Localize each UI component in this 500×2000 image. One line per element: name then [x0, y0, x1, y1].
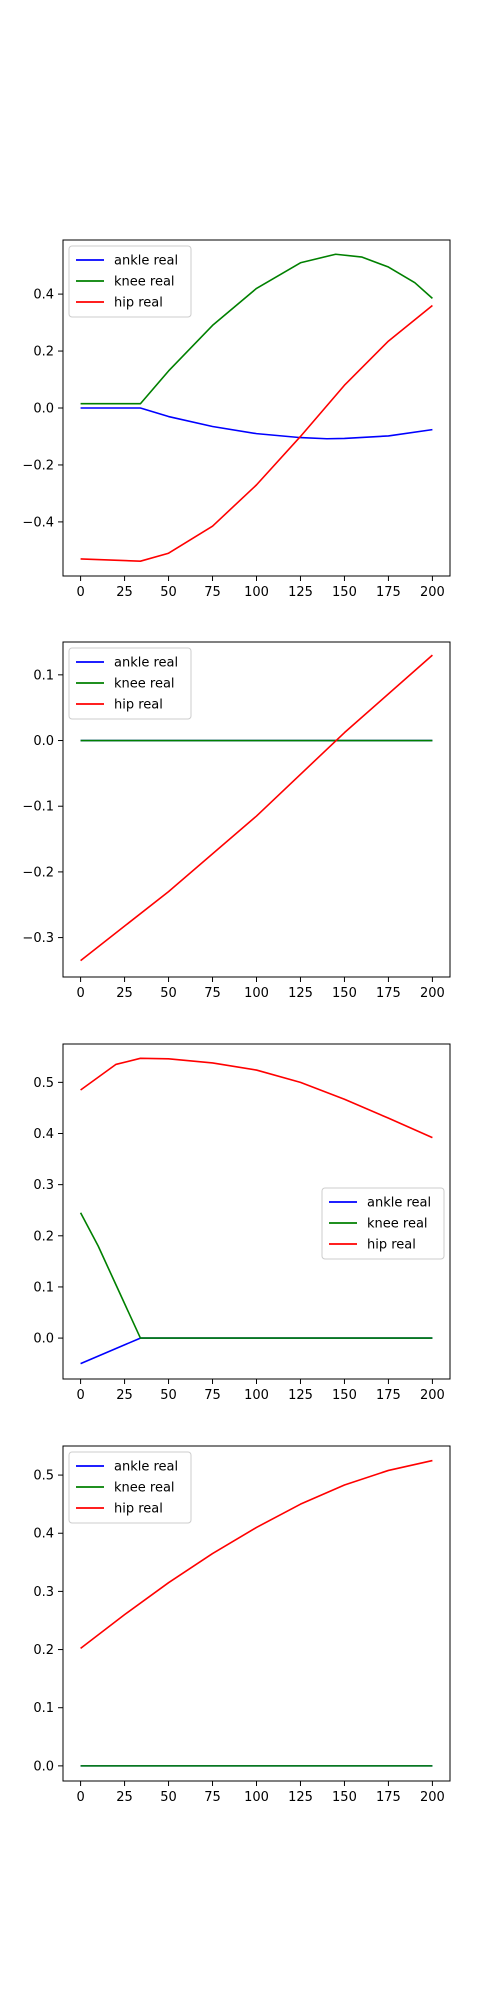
x-tick-label: 50	[160, 986, 177, 1001]
y-tick-label: 0.0	[33, 1759, 54, 1774]
series-group	[80, 1459, 433, 1767]
x-tick-label: 75	[204, 1790, 221, 1805]
x-tick-label: 25	[116, 585, 133, 600]
x-tick-label: 125	[288, 585, 313, 600]
legend-label: ankle real	[114, 1460, 178, 1475]
y-tick-label: −0.4	[22, 515, 54, 530]
legend-box	[68, 1451, 192, 1524]
x-tick-label: 0	[76, 986, 84, 1001]
legend-label: ankle real	[114, 656, 178, 671]
y-tick-label: 0.5	[33, 1469, 54, 1484]
x-tick-label: 150	[332, 1388, 357, 1403]
series-group	[80, 253, 433, 562]
y-tick-label: −0.1	[22, 800, 54, 815]
chart-3: 0 25 50 75 100 125 150 175 200 0.0 0.1 0.2 0.3 0.4 0.5…	[33, 1043, 451, 1403]
y-tick-label: 0.0	[33, 402, 54, 417]
chart-1: 0 25 50 75 100 125 150 175 200 −0.4 −0.2 0.0 0.2 0.4 a…	[22, 239, 451, 600]
legend: ankle real knee real hip real	[68, 245, 192, 318]
y-tick-label: −0.3	[22, 931, 54, 946]
y-tick-label: 0.0	[33, 1332, 54, 1347]
series-group	[80, 654, 433, 962]
y-tick-label: 0.2	[33, 1229, 54, 1244]
y-tick-label: 0.4	[33, 1527, 54, 1542]
legend-label: knee real	[367, 1217, 428, 1232]
legend-label: knee real	[114, 1481, 175, 1496]
x-tick-label: 125	[288, 1790, 313, 1805]
y-tick-label: 0.1	[33, 1701, 54, 1716]
legend-label: ankle real	[114, 254, 178, 269]
x-tick-label: 125	[288, 1388, 313, 1403]
legend-label: knee real	[114, 275, 175, 290]
y-tick-label: −0.2	[22, 865, 54, 880]
x-tick-label: 0	[76, 1790, 84, 1805]
x-tick-label: 150	[332, 1790, 357, 1805]
x-tick-label: 100	[244, 585, 269, 600]
legend-box	[68, 647, 192, 720]
x-tick-label: 75	[204, 585, 221, 600]
x-tick-label: 100	[244, 1388, 269, 1403]
x-tick-label: 175	[376, 1790, 401, 1805]
chart-2: 0 25 50 75 100 125 150 175 200 −0.3 −0.2 −0.1 0.0 0.1…	[22, 641, 451, 1001]
x-tick-label: 200	[420, 1790, 445, 1805]
series-line-hip-real	[80, 1057, 433, 1139]
x-tick-label: 150	[332, 986, 357, 1001]
x-tick-label: 50	[160, 1790, 177, 1805]
x-tick-label: 175	[376, 986, 401, 1001]
x-tick-label: 175	[376, 585, 401, 600]
series-line-knee-real	[80, 253, 433, 405]
legend: ankle real knee real hip real	[68, 647, 192, 720]
legend-label: hip real	[114, 698, 163, 713]
x-tick-label: 200	[420, 986, 445, 1001]
y-tick-label: 0.1	[33, 668, 54, 683]
legend-label: knee real	[114, 677, 175, 692]
x-tick-label: 50	[160, 1388, 177, 1403]
x-tick-label: 200	[420, 585, 445, 600]
series-line-ankle-real	[80, 1337, 433, 1365]
y-tick-label: −0.2	[22, 458, 54, 473]
series-line-hip-real	[80, 304, 433, 562]
series-line-knee-real	[79, 1212, 433, 1339]
y-tick-label: 0.3	[33, 1585, 54, 1600]
legend: ankle real knee real hip real	[321, 1187, 445, 1260]
series-line-ankle-real	[80, 407, 433, 440]
legend-label: hip real	[367, 1238, 416, 1253]
legend: ankle real knee real hip real	[68, 1451, 192, 1524]
x-tick-label: 150	[332, 585, 357, 600]
x-tick-label: 25	[116, 986, 133, 1001]
series-line-hip-real	[80, 1459, 433, 1650]
y-tick-label: 0.2	[33, 345, 54, 360]
x-tick-label: 175	[376, 1388, 401, 1403]
y-tick-label: 0.2	[33, 1643, 54, 1658]
legend-box	[68, 245, 192, 318]
x-tick-label: 75	[204, 1388, 221, 1403]
y-tick-label: 0.4	[33, 1127, 54, 1142]
y-tick-label: 0.4	[33, 288, 54, 303]
legend-box	[321, 1187, 445, 1260]
y-tick-label: 0.0	[33, 734, 54, 749]
x-tick-label: 125	[288, 986, 313, 1001]
series-line-hip-real	[80, 654, 433, 962]
x-tick-label: 25	[116, 1790, 133, 1805]
legend-label: hip real	[114, 296, 163, 311]
x-tick-label: 50	[160, 585, 177, 600]
legend-label: ankle real	[367, 1196, 431, 1211]
legend-label: hip real	[114, 1502, 163, 1517]
y-tick-label: 0.3	[33, 1178, 54, 1193]
x-tick-label: 200	[420, 1388, 445, 1403]
y-tick-label: 0.5	[33, 1076, 54, 1091]
x-tick-label: 25	[116, 1388, 133, 1403]
series-group	[79, 1057, 433, 1365]
x-tick-label: 100	[244, 986, 269, 1001]
x-tick-label: 0	[76, 1388, 84, 1403]
x-tick-label: 100	[244, 1790, 269, 1805]
chart-4: 0 25 50 75 100 125 150 175 200 0.0 0.1 0.2 0.3 0.4 0.5…	[33, 1445, 451, 1805]
y-tick-label: 0.1	[33, 1280, 54, 1295]
x-tick-label: 0	[76, 585, 84, 600]
x-tick-label: 75	[204, 986, 221, 1001]
